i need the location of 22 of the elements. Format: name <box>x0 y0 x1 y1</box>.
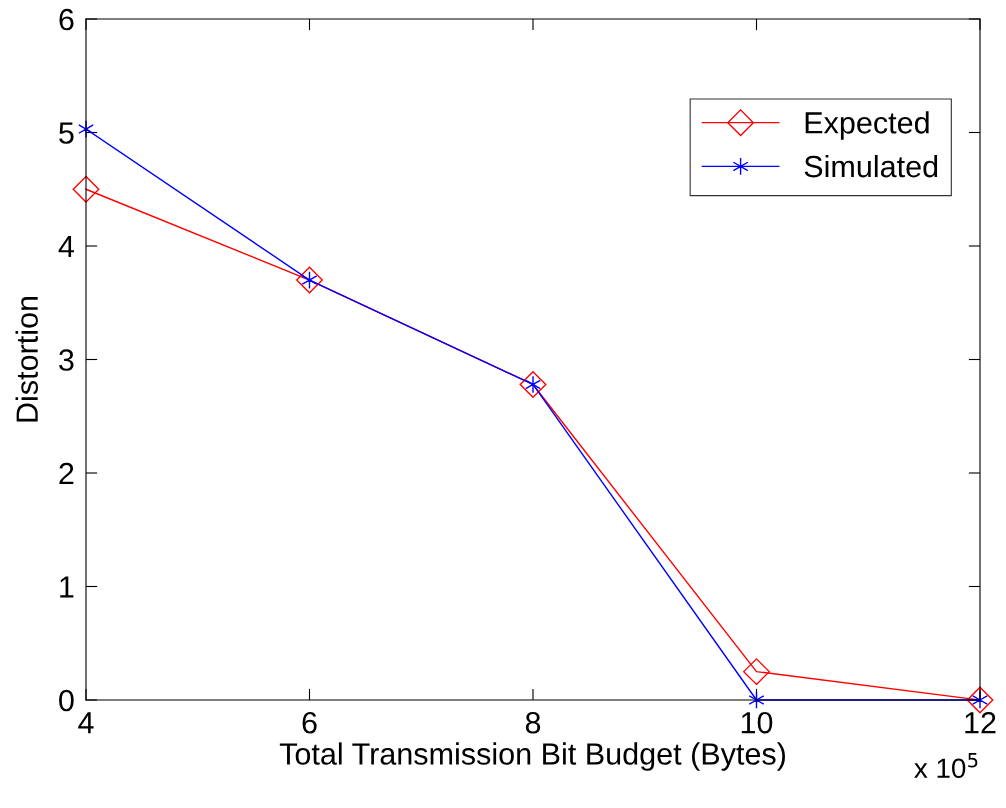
y-tick-label: 4 <box>58 236 74 258</box>
point <box>966 686 994 714</box>
x-tick-label: 8 <box>525 711 541 734</box>
y-tick-label: 0 <box>59 689 74 712</box>
x-tick-label: 12 <box>965 711 996 734</box>
point <box>72 175 100 203</box>
x-tick-label: 6 <box>302 711 317 734</box>
point <box>743 658 770 686</box>
y-tick-label: 6 <box>59 8 74 31</box>
text: x 10$^{5}$ <box>914 753 978 779</box>
x-axis-title: Total Transmission Bit Budget (Bytes) <box>279 742 785 771</box>
y-tick-label: 3 <box>59 349 74 371</box>
point <box>296 266 323 294</box>
point <box>519 371 547 398</box>
x-tick-label: 4 <box>78 712 94 734</box>
y-tick-label: 5 <box>59 122 74 144</box>
x-tick-label: 10 <box>741 711 773 734</box>
legend-label: Simulated <box>804 154 938 178</box>
y-tick-label: 2 <box>59 462 74 485</box>
y-axis-title: Distortion <box>15 296 38 422</box>
y-tick-label: 1 <box>60 576 74 598</box>
legend-label: Expected <box>805 111 929 140</box>
